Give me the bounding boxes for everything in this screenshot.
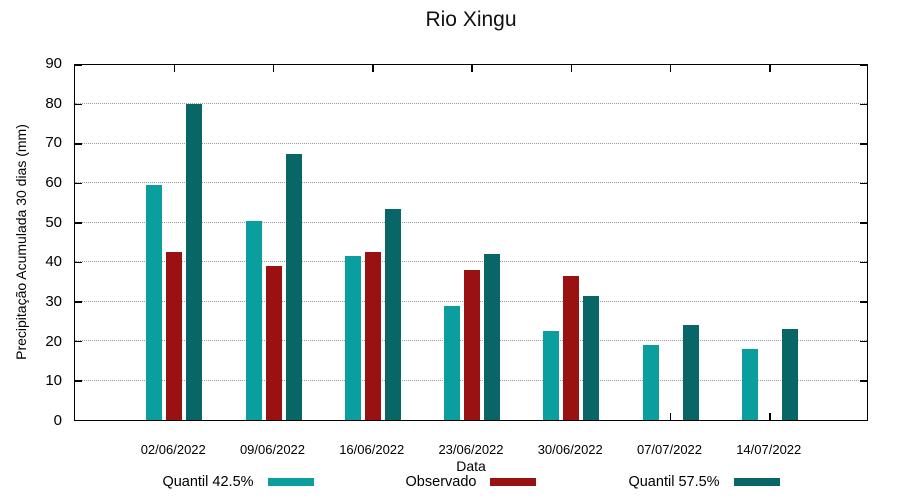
y-tick-label-20: 20 [45,332,62,350]
bar-quantil-57-5-30-06-2022 [583,295,600,420]
bar-quantil-42-5-23-06-2022 [444,305,460,420]
x-tick-label-6: 14/07/2022 [736,442,802,457]
bar-quantil-42-5-09-06-2022 [245,220,262,420]
bar-observado-30-06-2022 [563,276,580,420]
legend-swatch-2 [733,478,780,486]
gridline-y70 [75,142,867,144]
bar-observado-09-06-2022 [265,266,282,420]
gridline-y60 [75,182,867,184]
bar-quantil-42-5-14-07-2022 [741,349,758,420]
y-tick-label-40: 40 [45,253,62,271]
legend-label-2: Quantil 57.5% [628,474,720,490]
x-tick-bottom-6 [769,413,771,420]
bar-observado-16-06-2022 [364,252,381,420]
bar-quantil-57-5-14-07-2022 [781,329,798,420]
y-tick-label-0: 0 [53,412,62,429]
y-tick-right-40 [860,261,867,264]
bar-quantil-42-5-07-07-2022 [642,345,659,420]
x-tick-label-3: 23/06/2022 [438,442,504,457]
bar-quantil-57-5-02-06-2022 [186,104,203,420]
legend: Quantil 42.5% Observado Quantil 57.5% [74,474,868,490]
bar-quantil-42-5-16-06-2022 [344,256,361,420]
y-tick-label-90: 90 [45,55,62,72]
y-tick-left-20 [75,340,82,343]
y-tick-right-30 [860,301,867,303]
x-tick-label-0: 02/06/2022 [140,442,206,457]
x-tick-top-4 [570,65,572,72]
bar-quantil-57-5-07-07-2022 [682,325,699,420]
bar-observado-02-06-2022 [166,252,183,420]
y-tick-right-50 [860,222,867,224]
y-tick-right-70 [860,143,867,145]
y-tick-label-30: 30 [45,293,62,310]
bar-quantil-42-5-02-06-2022 [146,185,163,420]
x-tick-top-1 [272,65,275,72]
legend-swatch-0 [267,478,314,486]
y-tick-label-50: 50 [45,213,62,231]
y-tick-left-60 [75,182,82,185]
legend-swatch-1 [490,478,537,486]
x-tick-top-5 [669,65,672,72]
plot-area [74,64,868,421]
y-tick-left-80 [75,103,82,106]
y-tick-label-70: 70 [45,134,62,152]
legend-item-1: Observado [406,474,537,490]
gridline-y50 [75,221,867,223]
y-tick-left-70 [75,143,82,145]
bar-quantil-57-5-09-06-2022 [285,153,302,420]
bar-quantil-42-5-30-06-2022 [543,331,560,420]
y-tick-label-10: 10 [45,372,62,390]
legend-item-2: Quantil 57.5% [628,474,780,490]
x-tick-top-0 [173,65,175,72]
y-tick-right-80 [860,103,867,106]
legend-label-0: Quantil 42.5% [162,474,254,490]
legend-label-1: Observado [405,474,477,490]
gridline-y80 [75,103,867,105]
x-tick-top-6 [769,65,771,72]
x-tick-top-2 [372,65,374,72]
legend-item-0: Quantil 42.5% [162,474,314,490]
y-tick-left-0 [75,419,82,421]
bar-quantil-57-5-16-06-2022 [384,208,401,420]
bar-quantil-57-5-23-06-2022 [484,254,500,420]
x-tick-label-1: 09/06/2022 [239,442,306,457]
y-tick-right-90 [860,64,867,66]
x-tick-label-5: 07/07/2022 [636,442,703,457]
x-tick-label-4: 30/06/2022 [537,442,603,457]
x-tick-label-2: 16/06/2022 [339,442,405,457]
y-tick-left-40 [75,261,82,264]
chart-title: Rio Xingu [425,8,517,31]
x-tick-bottom-5 [669,413,672,420]
y-axis-label: Precipitação Acumulada 30 dias (mm) [13,124,29,360]
y-tick-left-50 [75,222,82,224]
x-tick-top-3 [471,65,473,72]
gridline-y40 [75,261,867,263]
y-tick-left-10 [75,380,82,382]
y-tick-right-20 [860,340,867,343]
bar-observado-23-06-2022 [464,270,480,420]
x-axis-label: Data [456,458,486,474]
y-tick-right-10 [860,380,867,382]
y-tick-right-60 [860,182,867,185]
y-tick-label-60: 60 [45,174,62,191]
y-tick-right-0 [860,419,867,421]
y-tick-left-30 [75,301,82,303]
y-tick-label-80: 80 [45,94,62,112]
y-tick-left-90 [75,64,82,66]
